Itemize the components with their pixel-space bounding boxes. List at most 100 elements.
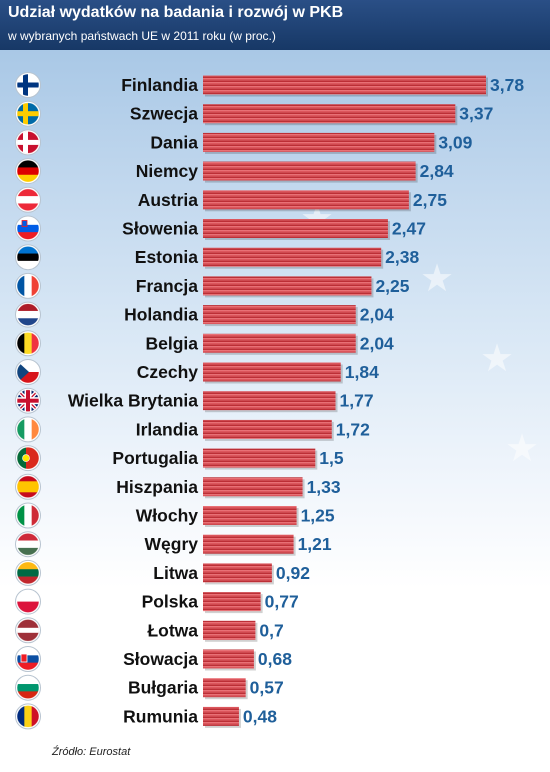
latvia-flag-icon (15, 617, 41, 644)
germany-flag-icon (15, 158, 41, 185)
category-label: Dania (150, 132, 198, 152)
bar (203, 247, 382, 267)
value-label: 1,21 (298, 534, 332, 554)
star-icon: ★ (420, 258, 455, 300)
value-label: 3,78 (490, 75, 524, 95)
bar (203, 678, 246, 698)
italy-flag-icon (15, 502, 41, 529)
bar (203, 649, 254, 669)
bar (203, 104, 456, 124)
bar (203, 132, 435, 152)
bar (203, 448, 316, 468)
romania-flag-icon (15, 703, 41, 730)
value-label: 0,77 (265, 592, 299, 612)
value-label: 2,84 (420, 161, 454, 181)
star-icon: ★ (505, 428, 540, 470)
hungary-flag-icon (15, 531, 41, 558)
category-label: Słowenia (122, 219, 198, 239)
bar (203, 75, 486, 95)
lithuania-flag-icon (15, 559, 41, 586)
bar (203, 706, 239, 726)
value-label: 0,68 (258, 649, 292, 669)
spain-flag-icon (15, 473, 41, 500)
value-label: 0,48 (243, 706, 277, 726)
category-label: Rumunia (123, 706, 198, 726)
bar (203, 305, 356, 325)
bar (203, 276, 372, 296)
value-label: 1,84 (345, 362, 379, 382)
chart-subtitle: w wybranych państwach UE w 2011 roku (w … (8, 29, 276, 43)
category-label: Irlandia (136, 419, 199, 439)
bar (203, 419, 332, 439)
value-label: 1,72 (336, 419, 370, 439)
value-label: 2,75 (413, 190, 447, 210)
value-label: 0,92 (276, 563, 310, 583)
value-label: 1,33 (307, 477, 341, 497)
bar (203, 161, 416, 181)
value-label: 2,47 (392, 219, 426, 239)
value-label: 1,5 (319, 448, 344, 468)
ireland-flag-icon (15, 416, 41, 443)
sweden-flag-icon (15, 100, 41, 127)
bar (203, 506, 297, 525)
category-label: Portugalia (112, 448, 198, 468)
chart-title: Udział wydatków na badania i rozwój w PK… (8, 4, 344, 21)
category-label: Szwecja (130, 104, 198, 124)
bar (203, 333, 356, 353)
category-label: Węgry (145, 534, 199, 554)
value-label: 1,77 (340, 391, 374, 411)
bulgaria-flag-icon (15, 674, 41, 701)
category-label: Austria (138, 190, 199, 210)
value-label: 2,04 (360, 333, 394, 353)
france-flag-icon (15, 272, 41, 299)
category-label: Łotwa (147, 620, 198, 640)
chart-header: Udział wydatków na badania i rozwój w PK… (0, 0, 550, 50)
category-label: Francja (136, 276, 199, 296)
value-label: 3,37 (459, 104, 493, 124)
bar (203, 563, 272, 583)
value-label: 2,25 (375, 276, 409, 296)
poland-flag-icon (15, 588, 41, 615)
category-label: Estonia (135, 247, 198, 267)
uk-flag-icon (15, 387, 41, 414)
category-label: Słowacja (123, 649, 198, 669)
category-label: Polska (142, 592, 199, 612)
denmark-flag-icon (15, 129, 41, 156)
category-label: Czechy (137, 362, 199, 382)
slovenia-flag-icon (15, 215, 41, 242)
value-label: 0,7 (259, 620, 283, 640)
value-label: 0,57 (250, 678, 284, 698)
bar (203, 592, 261, 612)
bar (203, 190, 409, 210)
category-label: Belgia (145, 333, 198, 353)
netherlands-flag-icon (15, 301, 41, 328)
estonia-flag-icon (15, 244, 41, 271)
bar (203, 391, 336, 411)
austria-flag-icon (15, 186, 41, 213)
category-label: Niemcy (136, 161, 199, 181)
bar (203, 219, 388, 238)
bar (203, 477, 303, 497)
category-label: Hiszpania (116, 477, 198, 497)
slovakia-flag-icon (15, 646, 41, 672)
category-label: Holandia (124, 305, 198, 325)
value-label: 2,04 (360, 305, 394, 325)
bar-chart: Finlandia 3,78 Szwecja 3,37 Dania 3,09 Niemcy 2… (15, 72, 524, 730)
value-label: 2,38 (385, 247, 419, 267)
category-label: Finlandia (121, 75, 198, 95)
bar (203, 362, 341, 382)
bar (203, 534, 294, 554)
value-label: 1,25 (301, 506, 335, 526)
bar (203, 620, 256, 640)
finland-flag-icon (15, 72, 41, 98)
czechia-flag-icon (15, 359, 41, 385)
value-label: 3,09 (438, 132, 472, 152)
category-label: Litwa (153, 563, 198, 583)
star-icon: ★ (480, 338, 515, 380)
portugal-flag-icon (15, 445, 41, 472)
source-note: Źródło: Eurostat (52, 746, 131, 758)
belgium-flag-icon (15, 330, 41, 357)
category-label: Wielka Brytania (68, 391, 198, 411)
category-label: Włochy (136, 506, 198, 526)
category-label: Bułgaria (128, 678, 198, 698)
